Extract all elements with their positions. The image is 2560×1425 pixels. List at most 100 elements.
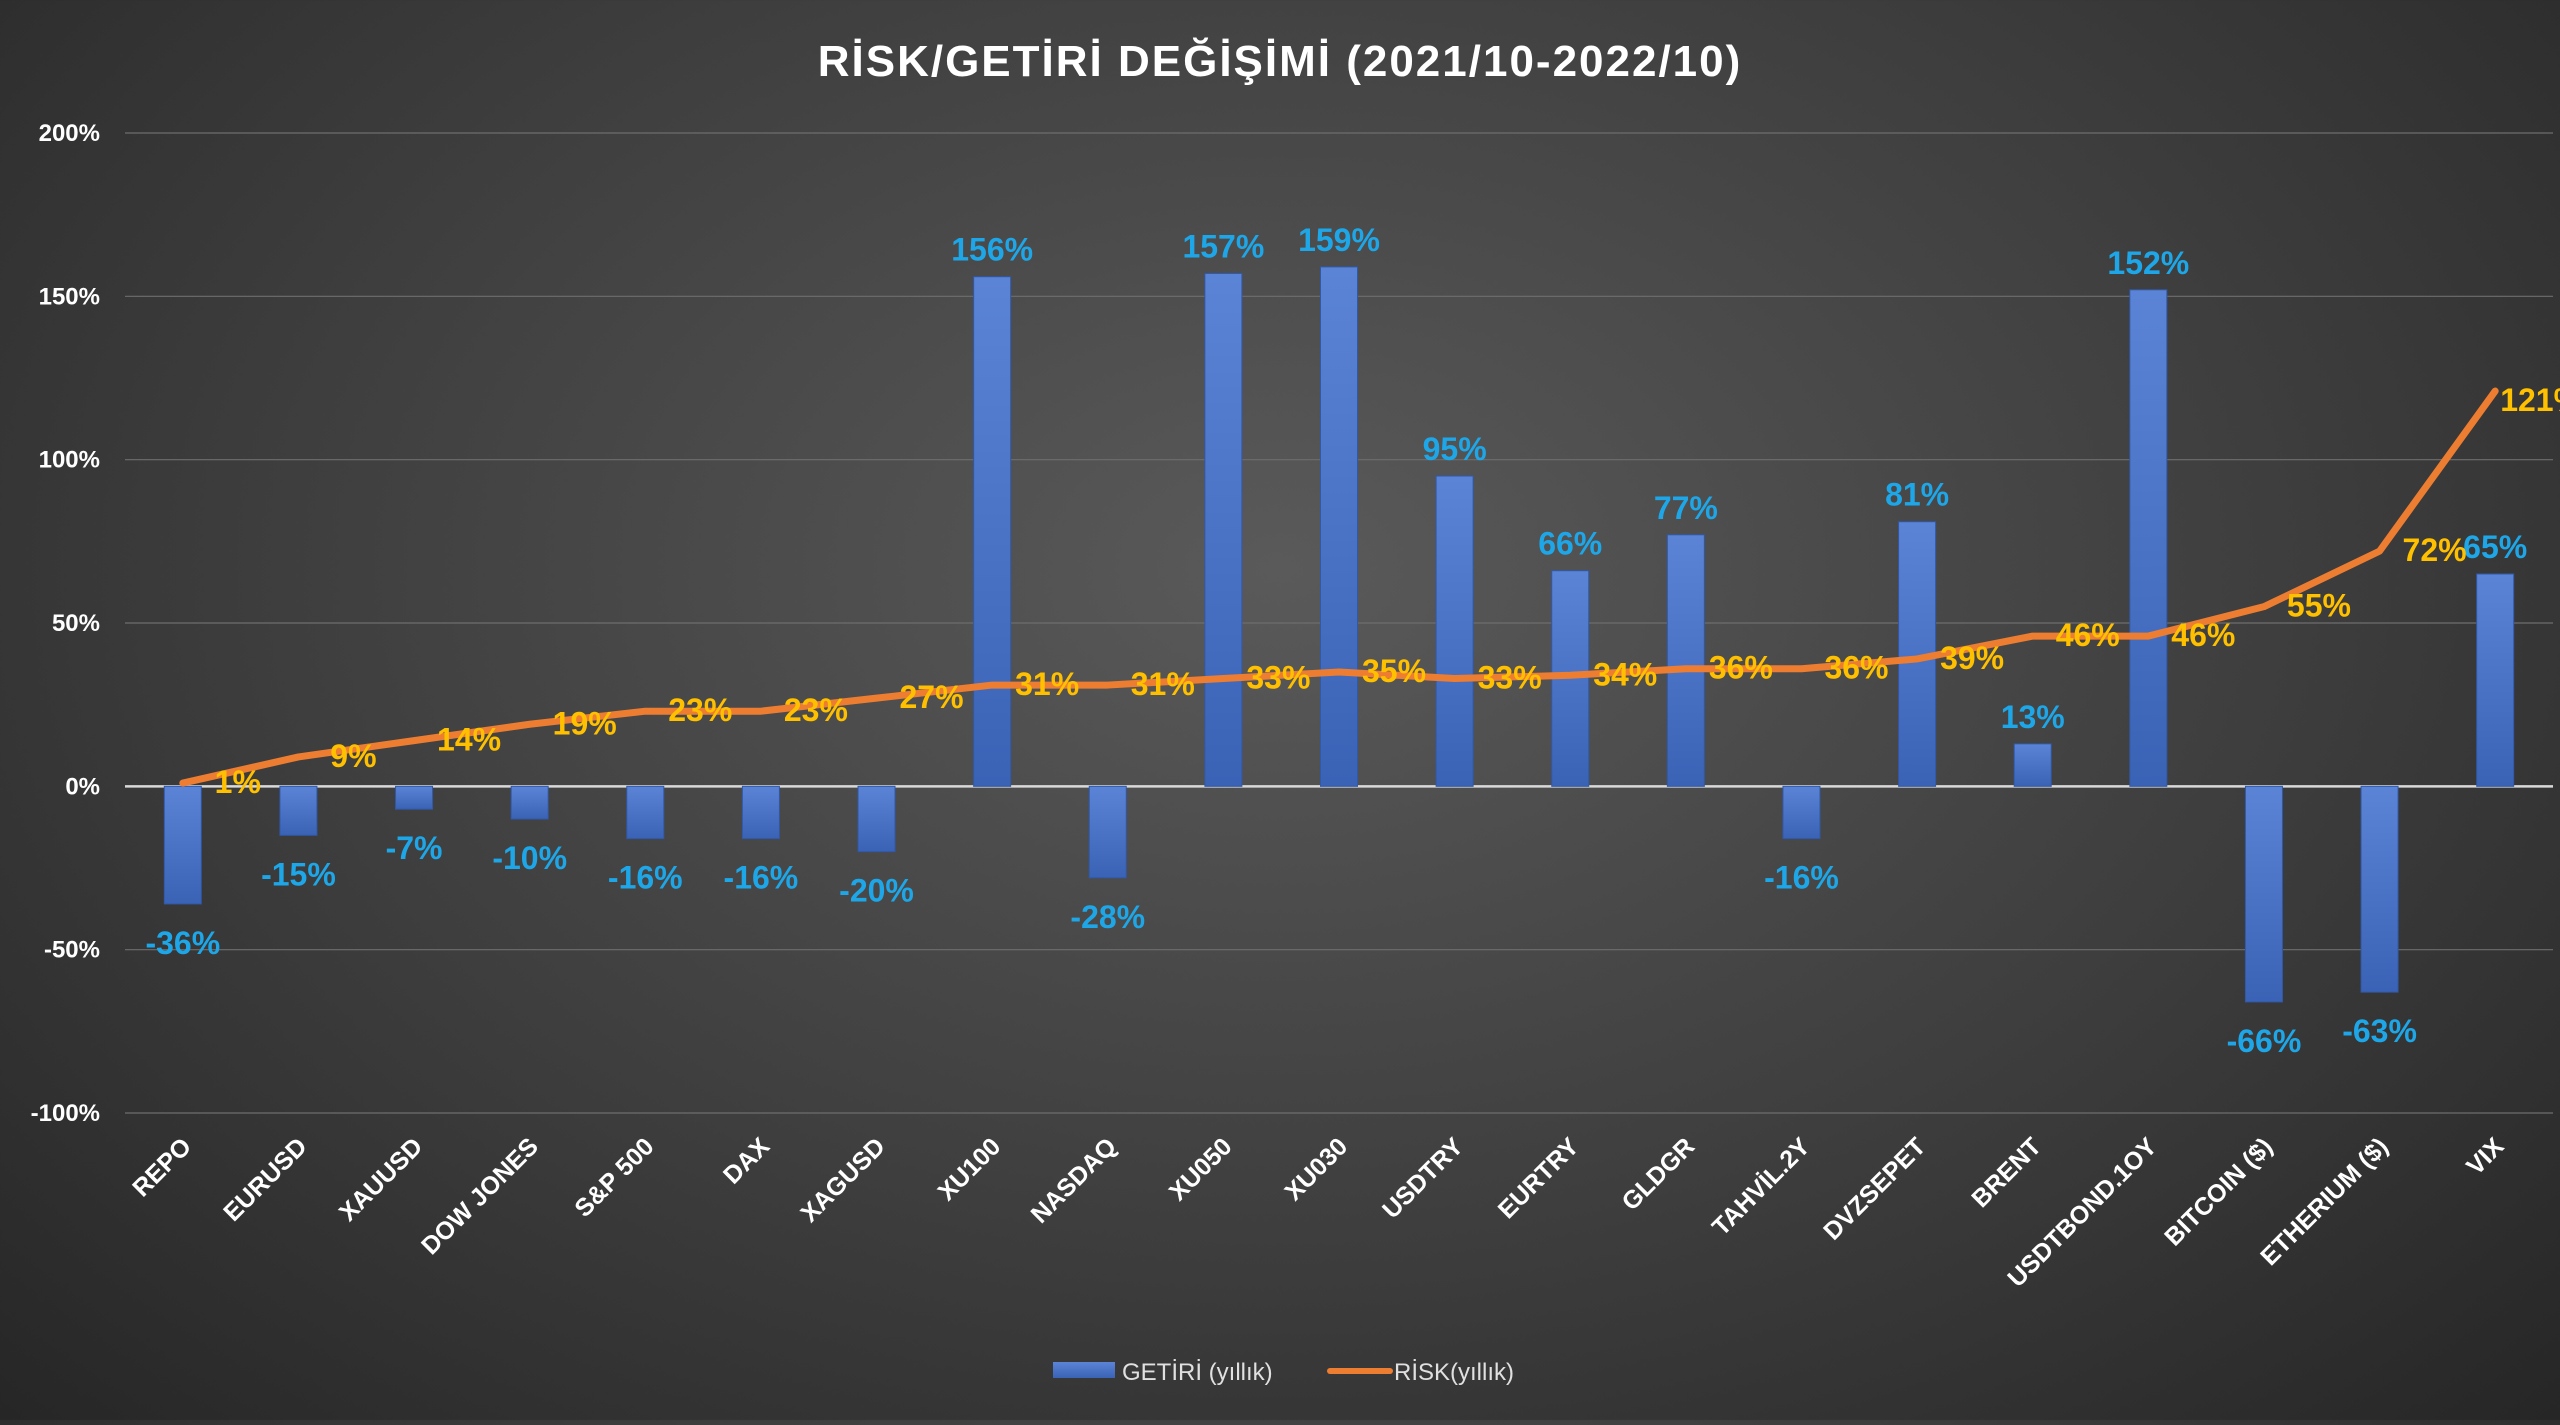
bar [510, 785, 549, 820]
legend-label-getiri: GETİRİ (yıllık) [1122, 1359, 1273, 1386]
risk-point [1338, 671, 1340, 673]
risk-point [1916, 658, 1918, 660]
bar [1320, 266, 1358, 787]
risk-point [644, 710, 646, 712]
bar [1666, 534, 1705, 787]
risk-point [1107, 684, 1109, 686]
y-tick-label: -50% [44, 937, 100, 964]
risk-value-label: 34% [1593, 656, 1657, 692]
bar [2013, 743, 2052, 787]
bar-value-label: 157% [1182, 228, 1264, 264]
bar [741, 785, 780, 840]
risk-value-label: 19% [553, 705, 617, 741]
y-tick-label: -100% [31, 1100, 100, 1127]
x-tick-label: XU100 [933, 1132, 1007, 1206]
x-tick-label: NASDAQ [1026, 1132, 1122, 1228]
x-tick-label: XU050 [1164, 1132, 1238, 1206]
risk-value-label: 46% [2056, 617, 2120, 653]
bar [395, 785, 434, 810]
bar-value-label: -66% [2227, 1023, 2302, 1059]
bar [2129, 289, 2168, 787]
x-tick-label: S&P 500 [569, 1132, 659, 1222]
bar-value-label: -16% [724, 860, 799, 896]
bar-value-label: -20% [839, 873, 914, 909]
legend-label-risk: RİSK(yıllık) [1394, 1359, 1514, 1386]
bar-value-label: -63% [2342, 1013, 2417, 1049]
bar-value-label: 81% [1885, 477, 1949, 513]
bar [973, 276, 1012, 787]
risk-point [2147, 635, 2149, 637]
bar [626, 785, 665, 840]
bar [1088, 785, 1127, 879]
legend: GETİRİ (yıllık) RİSK(yıllık) [1053, 1359, 1514, 1386]
risk-value-label: 23% [784, 692, 848, 728]
bar-value-label: -28% [1070, 899, 1145, 935]
x-tick-label: USDTRY [1377, 1132, 1469, 1224]
chart-title: RİSK/GETİRİ DEĞİŞİMİ (2021/10-2022/10) [818, 36, 1743, 86]
bar-value-label: 65% [2463, 529, 2527, 565]
risk-point [182, 782, 184, 784]
x-tick-label: BITCOIN ($) [2159, 1132, 2278, 1251]
bar [2360, 785, 2399, 993]
bar-value-label: 77% [1654, 490, 1718, 526]
x-tick-label: DAX [718, 1132, 775, 1189]
x-tick-label: BRENT [1966, 1132, 2047, 1213]
x-tick-label: REPO [127, 1132, 197, 1202]
bar [1204, 272, 1243, 787]
risk-value-label: 31% [1131, 666, 1195, 702]
risk-value-label: 72% [2403, 532, 2467, 568]
bars-getiri [163, 266, 2515, 1003]
risk-value-label: 27% [900, 679, 964, 715]
bar [857, 785, 896, 853]
bar-value-label: 66% [1538, 526, 1602, 562]
y-tick-label: 0% [65, 773, 100, 800]
risk-point [1569, 674, 1571, 676]
risk-value-label: 33% [1478, 660, 1542, 696]
risk-value-label: 9% [330, 738, 376, 774]
risk-point [2263, 606, 2265, 608]
risk-point [413, 740, 415, 742]
risk-value-label: 36% [1709, 650, 1773, 686]
risk-point [297, 756, 299, 758]
bar-value-label: 13% [2001, 699, 2065, 735]
risk-value-label: 14% [437, 722, 501, 758]
risk-point [760, 710, 762, 712]
y-tick-label: 100% [39, 447, 100, 474]
bar-value-label: -10% [492, 840, 567, 876]
risk-value-label: 46% [2171, 617, 2235, 653]
bar-value-label: 95% [1423, 431, 1487, 467]
risk-point [1800, 668, 1802, 670]
legend-swatch-bar [1053, 1362, 1115, 1378]
bar-value-label: -16% [608, 860, 683, 896]
risk-point [876, 697, 878, 699]
x-tick-label: XAUUSD [334, 1132, 428, 1226]
bar-value-label: 156% [951, 232, 1033, 268]
risk-value-label: 33% [1246, 660, 1310, 696]
x-tick-label: EURTRY [1493, 1132, 1585, 1224]
risk-value-label: 39% [1940, 640, 2004, 676]
bar-value-label: -36% [145, 925, 220, 961]
bar-value-label: -16% [1764, 860, 1839, 896]
risk-point [2032, 635, 2034, 637]
risk-value-label: 23% [668, 692, 732, 728]
risk-value-label: 121% [2500, 382, 2560, 418]
risk-value-label: 1% [215, 764, 261, 800]
risk-value-label: 55% [2287, 588, 2351, 624]
risk-point [2379, 550, 2381, 552]
bar [163, 785, 202, 905]
risk-point [1685, 668, 1687, 670]
y-tick-label: 150% [39, 283, 100, 310]
x-tick-label: DOW JONES [416, 1132, 544, 1260]
risk-value-label: 35% [1362, 653, 1426, 689]
risk-point [2494, 390, 2496, 392]
bar [2476, 573, 2515, 787]
risk-value-label: 36% [1824, 650, 1888, 686]
bar [2244, 785, 2283, 1003]
bar-value-label: -15% [261, 856, 336, 892]
y-axis-ticks: -100% -50% 0% 50% 100% 150% 200% [31, 120, 100, 1127]
risk-point [1454, 678, 1456, 680]
bar [279, 785, 318, 836]
x-tick-label: XU030 [1279, 1132, 1353, 1206]
